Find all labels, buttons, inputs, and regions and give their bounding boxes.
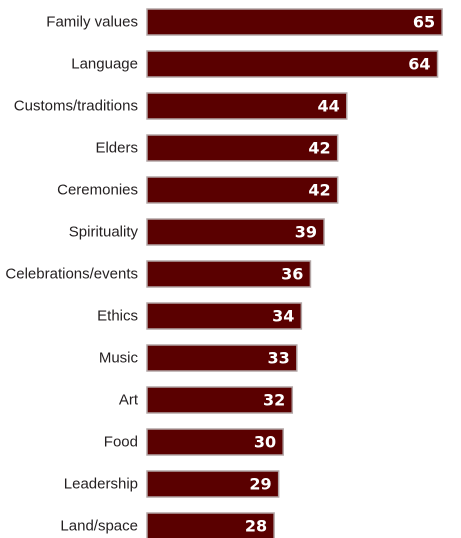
category-label-ethics: Ethics xyxy=(97,308,138,325)
category-label-ceremonies: Ceremonies xyxy=(57,182,138,199)
category-label-food: Food xyxy=(104,434,138,451)
bar-family-values xyxy=(146,8,443,36)
value-label-customs-traditions: 44 xyxy=(317,97,339,116)
category-label-art: Art xyxy=(119,392,139,409)
category-label-language: Language xyxy=(71,56,138,73)
category-label-family-values: Family values xyxy=(46,14,138,31)
bars xyxy=(146,8,443,538)
value-label-language: 64 xyxy=(408,55,430,74)
value-label-elders: 42 xyxy=(308,139,330,158)
bar-food xyxy=(146,428,284,456)
value-label-land-space: 28 xyxy=(245,517,267,536)
value-label-music: 33 xyxy=(268,349,290,368)
bar-music xyxy=(146,344,298,372)
value-label-food: 30 xyxy=(254,433,276,452)
bar-spirituality xyxy=(146,218,325,246)
value-label-art: 32 xyxy=(263,391,285,410)
value-labels: 65 64 44 42 42 39 36 34 33 32 30 29 28 xyxy=(245,13,435,536)
value-label-celebrations-events: 36 xyxy=(281,265,303,284)
bar-land-space xyxy=(146,512,275,538)
category-label-leadership: Leadership xyxy=(64,476,138,493)
bar-language xyxy=(146,50,439,78)
value-label-leadership: 29 xyxy=(249,475,271,494)
category-label-land-space: Land/space xyxy=(60,518,138,535)
bar-ceremonies xyxy=(146,176,339,204)
category-label-music: Music xyxy=(99,350,139,367)
category-label-celebrations-events: Celebrations/events xyxy=(5,266,138,283)
bar-art xyxy=(146,386,294,414)
bar-customs-traditions xyxy=(146,92,348,120)
category-label-elders: Elders xyxy=(95,140,138,157)
category-label-spirituality: Spirituality xyxy=(69,224,139,241)
bar-ethics xyxy=(146,302,303,330)
value-label-spirituality: 39 xyxy=(295,223,317,242)
category-label-customs-traditions: Customs/traditions xyxy=(14,98,138,115)
value-label-family-values: 65 xyxy=(413,13,435,32)
value-label-ethics: 34 xyxy=(272,307,294,326)
value-label-ceremonies: 42 xyxy=(308,181,330,200)
bar-leadership xyxy=(146,470,280,498)
bar-celebrations-events xyxy=(146,260,312,288)
category-labels: Family values Language Customs/traditions E… xyxy=(5,14,138,535)
bar-elders xyxy=(146,134,339,162)
